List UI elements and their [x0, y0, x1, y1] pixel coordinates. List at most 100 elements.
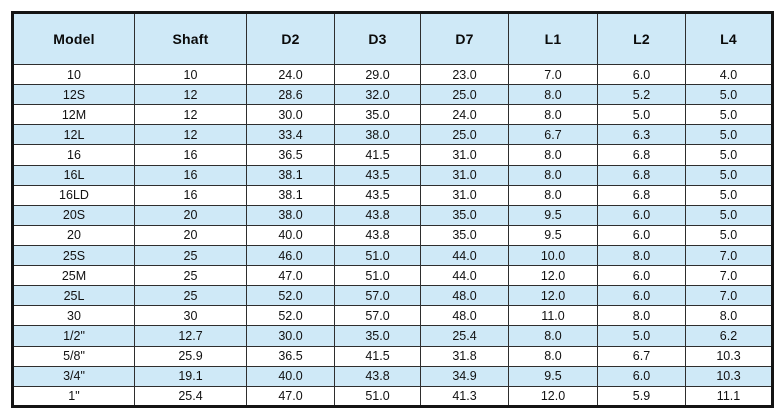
table-cell: 31.8 — [420, 345, 509, 367]
table-cell: 48.0 — [420, 305, 509, 327]
table-cell: 9.5 — [508, 224, 598, 246]
table-cell: 5/8" — [12, 345, 135, 367]
table-cell: 8.0 — [508, 164, 598, 186]
table-cell: 40.0 — [246, 365, 335, 387]
table-row: 10 10 24.0 29.0 23.0 7.0 6.0 4.0 — [12, 63, 773, 86]
table-cell: 30.0 — [246, 325, 335, 347]
table-cell: 16 — [134, 184, 247, 206]
table-cell: 12L — [12, 124, 135, 146]
table-cell: 20 — [134, 224, 247, 246]
table-cell: 8.0 — [508, 104, 598, 126]
table-cell: 7.0 — [685, 265, 773, 287]
table-cell: 5.0 — [685, 224, 773, 246]
table-cell: 52.0 — [246, 285, 335, 307]
table-cell: 10 — [12, 63, 135, 86]
table-cell: 6.7 — [508, 124, 598, 146]
table-cell: 51.0 — [334, 265, 421, 287]
table-cell: 12.0 — [508, 285, 598, 307]
table-cell: 12S — [12, 84, 135, 106]
table-cell: 44.0 — [420, 244, 509, 267]
table-cell: 6.0 — [597, 265, 686, 287]
table-cell: 5.0 — [685, 204, 773, 226]
table-cell: 38.0 — [246, 204, 335, 226]
column-header-l1: L1 — [508, 12, 598, 65]
table-cell: 12.0 — [508, 265, 598, 287]
spec-table-header: Model Shaft D2 D3 D7 L1 L2 L4 — [12, 12, 773, 65]
table-row: 3/4" 19.1 40.0 43.8 34.9 9.5 6.0 10.3 — [12, 365, 773, 387]
table-cell: 8.0 — [597, 305, 686, 327]
table-cell: 6.3 — [597, 124, 686, 146]
table-cell: 6.7 — [597, 345, 686, 367]
column-header-d3: D3 — [334, 12, 421, 65]
table-cell: 43.5 — [334, 164, 421, 186]
spec-table-body: 10 10 24.0 29.0 23.0 7.0 6.0 4.0 12S 12 28.6 32.0 25… — [12, 63, 773, 408]
table-cell: 30 — [12, 305, 135, 327]
table-cell: 38.0 — [334, 124, 421, 146]
table-row: 16L 16 38.1 43.5 31.0 8.0 6.8 5.0 — [12, 164, 773, 186]
table-cell: 43.8 — [334, 224, 421, 246]
table-cell: 57.0 — [334, 305, 421, 327]
table-cell: 6.0 — [597, 365, 686, 387]
table-cell: 5.0 — [685, 144, 773, 166]
spec-table: Model Shaft D2 D3 D7 L1 L2 L4 10 10 24.0 29… — [11, 11, 774, 408]
table-cell: 12.0 — [508, 385, 598, 408]
table-cell: 1/2" — [12, 325, 135, 347]
table-cell: 10.3 — [685, 345, 773, 367]
table-cell: 6.0 — [597, 63, 686, 86]
column-header-d2: D2 — [246, 12, 335, 65]
table-cell: 16 — [134, 144, 247, 166]
table-row: 25S 25 46.0 51.0 44.0 10.0 8.0 7.0 — [12, 244, 773, 267]
column-header-l2: L2 — [597, 12, 686, 65]
table-cell: 38.1 — [246, 184, 335, 206]
table-cell: 8.0 — [508, 184, 598, 206]
table-row: 1/2" 12.7 30.0 35.0 25.4 8.0 5.0 6.2 — [12, 325, 773, 347]
header-row: Model Shaft D2 D3 D7 L1 L2 L4 — [12, 12, 773, 65]
table-cell: 25S — [12, 244, 135, 267]
table-cell: 36.5 — [246, 144, 335, 166]
table-cell: 6.2 — [685, 325, 773, 347]
table-cell: 47.0 — [246, 265, 335, 287]
table-cell: 41.5 — [334, 345, 421, 367]
table-cell: 25.9 — [134, 345, 247, 367]
table-cell: 51.0 — [334, 244, 421, 267]
table-cell: 25.4 — [420, 325, 509, 347]
table-cell: 35.0 — [334, 325, 421, 347]
table-cell: 31.0 — [420, 144, 509, 166]
table-cell: 5.0 — [597, 104, 686, 126]
table-cell: 8.0 — [685, 305, 773, 327]
table-cell: 25M — [12, 265, 135, 287]
table-cell: 36.5 — [246, 345, 335, 367]
table-cell: 48.0 — [420, 285, 509, 307]
table-cell: 57.0 — [334, 285, 421, 307]
table-cell: 6.0 — [597, 224, 686, 246]
table-cell: 16 — [12, 144, 135, 166]
table-cell: 33.4 — [246, 124, 335, 146]
table-cell: 25L — [12, 285, 135, 307]
table-row: 20S 20 38.0 43.8 35.0 9.5 6.0 5.0 — [12, 204, 773, 226]
table-cell: 35.0 — [420, 224, 509, 246]
table-cell: 19.1 — [134, 365, 247, 387]
table-cell: 24.0 — [420, 104, 509, 126]
table-cell: 35.0 — [420, 204, 509, 226]
table-cell: 5.0 — [685, 104, 773, 126]
table-row: 12L 12 33.4 38.0 25.0 6.7 6.3 5.0 — [12, 124, 773, 146]
column-header-model: Model — [12, 12, 135, 65]
table-row: 12M 12 30.0 35.0 24.0 8.0 5.0 5.0 — [12, 104, 773, 126]
table-row: 20 20 40.0 43.8 35.0 9.5 6.0 5.0 — [12, 224, 773, 246]
table-row: 25L 25 52.0 57.0 48.0 12.0 6.0 7.0 — [12, 285, 773, 307]
table-cell: 7.0 — [685, 285, 773, 307]
table-cell: 25.0 — [420, 124, 509, 146]
table-cell: 30 — [134, 305, 247, 327]
table-cell: 43.8 — [334, 365, 421, 387]
table-row: 30 30 52.0 57.0 48.0 11.0 8.0 8.0 — [12, 305, 773, 327]
table-cell: 51.0 — [334, 385, 421, 408]
table-cell: 16LD — [12, 184, 135, 206]
table-cell: 5.0 — [685, 184, 773, 206]
table-cell: 44.0 — [420, 265, 509, 287]
table-cell: 43.5 — [334, 184, 421, 206]
table-cell: 12 — [134, 104, 247, 126]
table-row: 16 16 36.5 41.5 31.0 8.0 6.8 5.0 — [12, 144, 773, 166]
table-cell: 8.0 — [508, 345, 598, 367]
table-cell: 28.6 — [246, 84, 335, 106]
